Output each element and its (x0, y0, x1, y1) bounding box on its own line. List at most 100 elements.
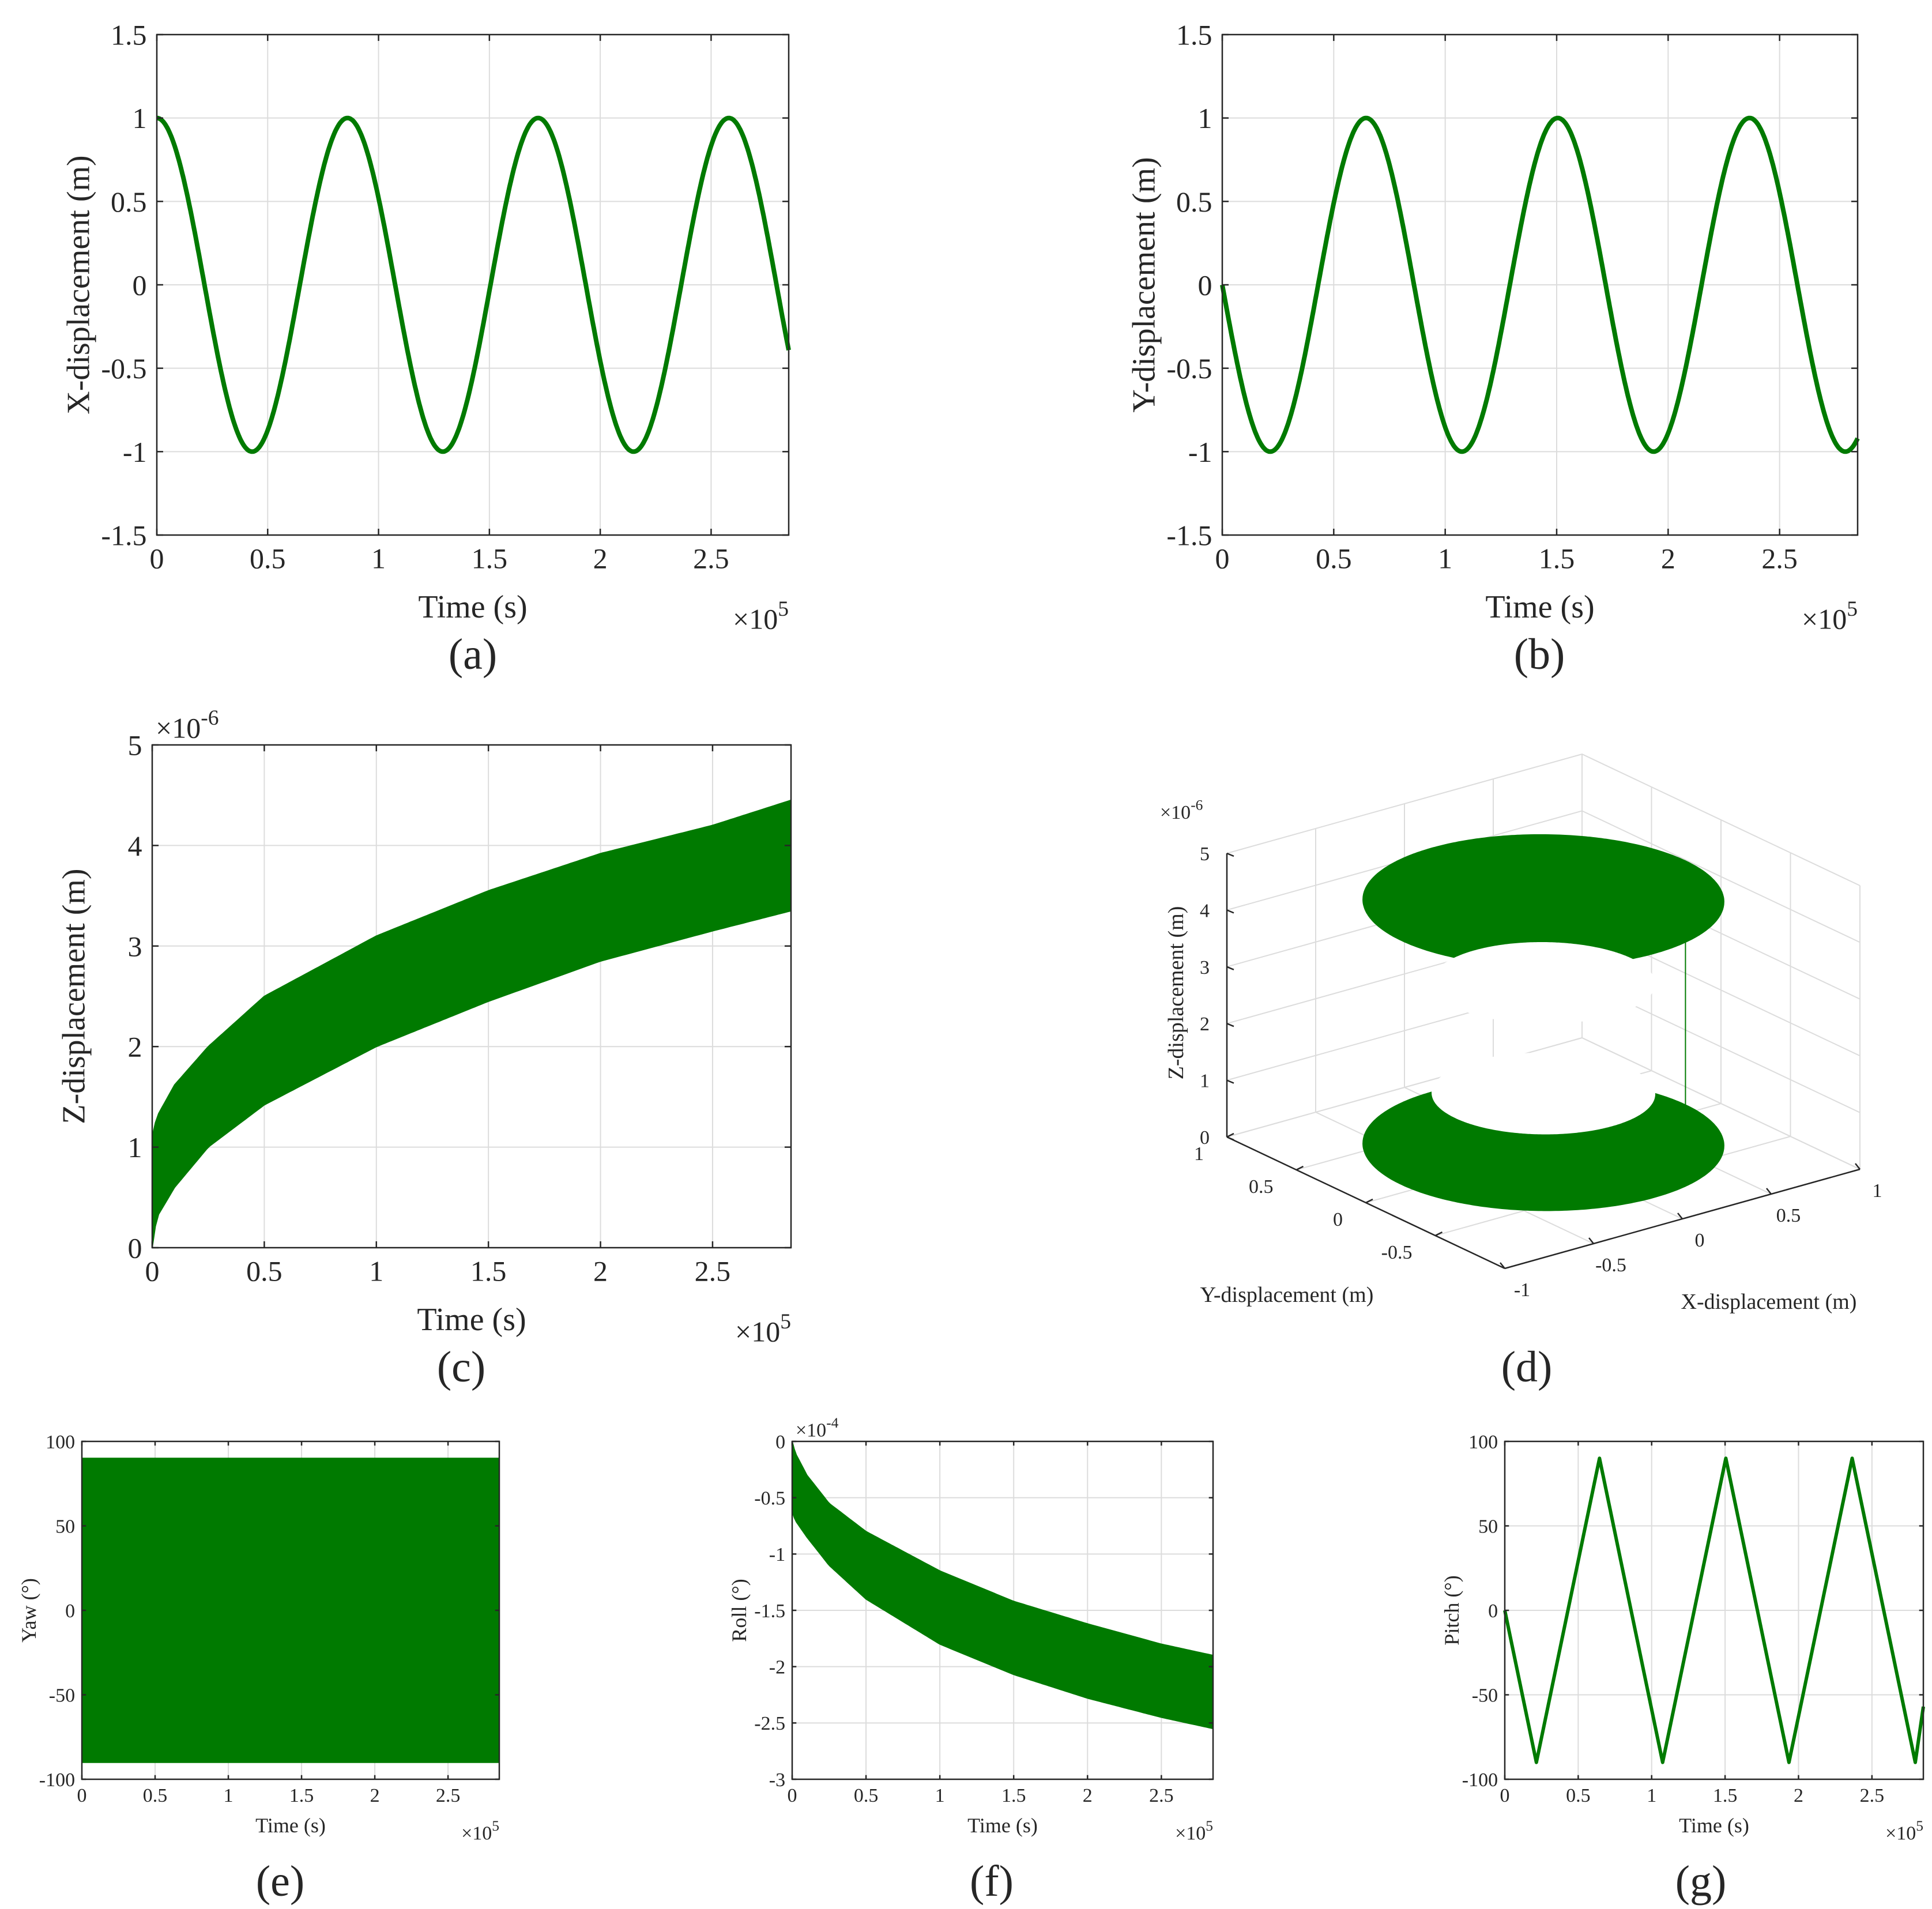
x-exponent-base: ×10 (733, 603, 778, 635)
x-tick-label: 1.5 (1001, 1785, 1026, 1806)
y-tick-label: -50 (1472, 1685, 1498, 1706)
z-exponent-power: -6 (1191, 797, 1203, 814)
z-tick-label: 5 (1200, 844, 1210, 865)
y-tick-label: 0.5 (1249, 1176, 1274, 1198)
x-axis-label: Time (s) (1679, 1814, 1749, 1837)
panel-label: (d) (1501, 1343, 1553, 1391)
x-tick-label: 0 (1500, 1785, 1510, 1806)
x-axis-label: Time (s) (417, 1302, 526, 1338)
x-exponent-power: 5 (1916, 1817, 1923, 1834)
x-tick-label: -0.5 (1595, 1255, 1626, 1276)
z-tick-label: 4 (1200, 900, 1210, 921)
y-tick-label: 0.5 (111, 186, 147, 218)
x-tick-label: 1 (935, 1785, 945, 1806)
x-tick-label: 1 (1647, 1785, 1656, 1806)
x-tick-label: 1 (224, 1785, 234, 1806)
y-tick-label: 0.5 (1176, 186, 1212, 218)
y-tick (1365, 1198, 1373, 1204)
y-axis-label: Y-displacement (m) (1200, 1283, 1374, 1307)
data-series-line (1503, 1456, 1925, 1764)
y-tick-label: -100 (39, 1769, 75, 1791)
x-axis-label: Time (s) (255, 1814, 326, 1837)
data-band (152, 799, 792, 1248)
x-tick (1677, 1213, 1683, 1219)
y-tick-label: 50 (1478, 1516, 1498, 1537)
x-exponent-power: 5 (1847, 597, 1858, 621)
helix-gap-lower (1432, 1052, 1655, 1135)
x-tick-label: 2 (593, 543, 608, 575)
y-tick-label: 0 (1333, 1209, 1343, 1230)
x-axis-label: Time (s) (967, 1814, 1038, 1837)
panel-label: (b) (1514, 630, 1565, 679)
y-tick-label: -1 (769, 1544, 785, 1565)
x-tick-label: 2.5 (1149, 1785, 1174, 1806)
x-tick-label: 0.5 (1566, 1785, 1591, 1806)
y-axis-label: Roll (°) (728, 1579, 751, 1641)
x-exponent-label: ×105 (1175, 1817, 1213, 1844)
chart-panel-a: 0 0.5 1 1.5 2 2.5 -1.5 -1 -0.5 0 0.5 1 1.5 Time (s) X-… (61, 19, 791, 679)
x-tick-label: 1.5 (1539, 543, 1575, 575)
y-tick-label: -1 (1188, 436, 1212, 468)
y-tick-label: 0 (65, 1601, 75, 1622)
y-axis-label: Y-displacement (m) (1127, 157, 1162, 412)
x-exponent-power: 5 (780, 1310, 791, 1334)
x-tick (1766, 1188, 1772, 1195)
x-tick (1588, 1237, 1594, 1244)
x-tick-label: 1 (1438, 543, 1452, 575)
x-tick-label: 0 (150, 543, 164, 575)
y-exponent-label: ×10-4 (796, 1414, 839, 1441)
x-exponent-label: ×105 (1802, 597, 1858, 635)
y-tick-label: 2 (128, 1031, 142, 1063)
y-exponent-base: ×10 (156, 712, 201, 744)
z-tick-label: 2 (1200, 1014, 1210, 1035)
y-tick-label: 0 (133, 269, 147, 302)
z-tick (1226, 1023, 1234, 1027)
x-tick-label: 1 (369, 1255, 383, 1287)
data-series-line (1220, 115, 1860, 454)
x-tick-label: 2.5 (693, 543, 729, 575)
z-exponent-base: ×10 (1160, 802, 1191, 823)
chart-panel-d: 012345-1-0.500.51-0.500.51X-displacement… (1160, 753, 1882, 1391)
x-exponent-base: ×10 (1885, 1823, 1916, 1844)
x-tick-label: 2 (1083, 1785, 1093, 1806)
z-tick-label: 1 (1200, 1071, 1210, 1092)
x-exponent-base: ×10 (1802, 603, 1847, 635)
y-tick (1434, 1231, 1443, 1237)
x-tick-label: 0 (145, 1255, 160, 1287)
x-tick-label: 0.5 (246, 1255, 283, 1287)
x-tick-label: 2.5 (695, 1255, 731, 1287)
panel-label: (f) (970, 1857, 1014, 1906)
y-tick-label: -0.5 (1166, 352, 1212, 385)
chart-panel-f: 0 0.5 1 1.5 2 2.5 -3 -2.5 -2 -1.5 -1 -0.5 0 Time (s) R… (728, 1414, 1214, 1906)
x-tick-label: 1.5 (472, 543, 508, 575)
x-tick-label: 0.5 (250, 543, 286, 575)
x-tick-label: 1 (371, 543, 386, 575)
x-tick-label: 2 (1794, 1785, 1803, 1806)
data-series-line (155, 115, 791, 454)
z-exponent-label: ×10-6 (1160, 797, 1203, 823)
x-tick-label: 0 (77, 1785, 87, 1806)
helix-gap-upper (1432, 942, 1655, 1024)
x-tick-label: 2 (1661, 543, 1675, 575)
panel-label: (e) (256, 1857, 304, 1906)
chart-panel-c: 0 0.5 1 1.5 2 2.5 0 1 2 3 4 5 Time (s) Z-displacement… (57, 706, 792, 1391)
axes-box (151, 744, 792, 1249)
y-tick-label: 4 (128, 830, 142, 862)
y-axis-label: Yaw (°) (17, 1578, 40, 1643)
x-exponent-label: ×105 (461, 1817, 499, 1844)
x-exponent-base: ×10 (461, 1823, 492, 1844)
x-exponent-power: 5 (492, 1817, 499, 1834)
chart-panel-e: 0 0.5 1 1.5 2 2.5 -100 -50 0 50 100 Time (s) Yaw (°)… (17, 1432, 500, 1906)
y-axis-label: Pitch (°) (1440, 1575, 1463, 1645)
y-tick-label: -1.5 (754, 1601, 785, 1622)
y-tick-label: -1.5 (1166, 519, 1212, 552)
y-tick-label: 0 (128, 1232, 142, 1264)
y-exponent-base: ×10 (796, 1420, 826, 1441)
x-tick-label: 2.5 (436, 1785, 461, 1806)
y-tick-label: -50 (49, 1685, 75, 1706)
x-exponent-label: ×105 (1885, 1817, 1923, 1844)
panel-label: (g) (1675, 1857, 1727, 1906)
x-tick-label: 0.5 (854, 1785, 879, 1806)
x-tick-label: 1.5 (470, 1255, 507, 1287)
